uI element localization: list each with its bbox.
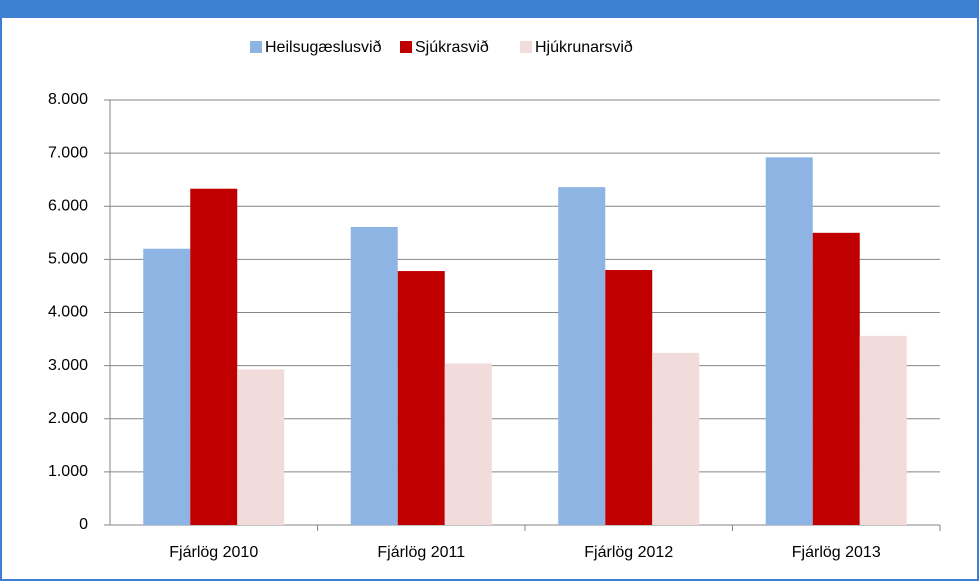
x-tick-label: Fjárlög 2013 bbox=[792, 544, 881, 561]
bar bbox=[765, 157, 813, 525]
y-tick-label: 1.000 bbox=[48, 463, 88, 480]
bar bbox=[190, 188, 238, 525]
x-tick-label: Fjárlög 2010 bbox=[169, 544, 258, 561]
bar bbox=[237, 369, 285, 525]
legend-swatch bbox=[250, 41, 262, 53]
bar bbox=[605, 270, 653, 525]
y-tick-label: 3.000 bbox=[48, 357, 88, 374]
x-tick-label: Fjárlög 2012 bbox=[584, 544, 673, 561]
y-tick-label: 4.000 bbox=[48, 304, 88, 321]
bar bbox=[652, 352, 700, 525]
legend-label: Heilsugæslusvið bbox=[265, 39, 382, 56]
y-tick-label: 5.000 bbox=[48, 251, 88, 268]
legend-label: Hjúkrunarsvið bbox=[535, 39, 633, 56]
x-tick-label: Fjárlög 2011 bbox=[377, 544, 465, 561]
y-tick-label: 2.000 bbox=[48, 410, 88, 427]
bar bbox=[859, 335, 907, 525]
y-tick-label: 0 bbox=[79, 516, 88, 533]
bar bbox=[558, 187, 606, 525]
y-tick-label: 8.000 bbox=[48, 91, 88, 108]
legend-swatch bbox=[520, 41, 532, 53]
bar bbox=[444, 363, 492, 525]
bar bbox=[350, 226, 398, 525]
y-tick-label: 6.000 bbox=[48, 197, 88, 214]
bar bbox=[812, 232, 860, 525]
header-bar bbox=[0, 0, 979, 18]
y-tick-label: 7.000 bbox=[48, 144, 88, 161]
bar bbox=[397, 271, 445, 525]
legend-label: Sjúkrasvið bbox=[415, 39, 489, 56]
legend-swatch bbox=[400, 41, 412, 53]
bar bbox=[143, 248, 191, 525]
